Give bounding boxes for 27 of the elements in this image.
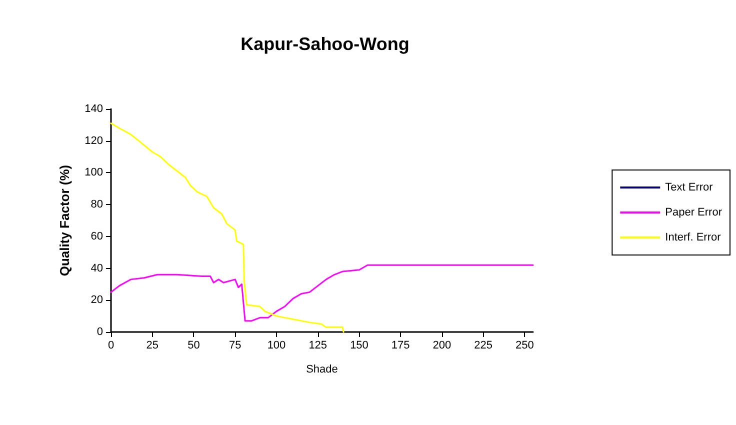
y-tick-label: 60	[90, 230, 103, 242]
x-tick-label: 50	[188, 340, 200, 352]
x-tick-label: 25	[146, 340, 158, 352]
x-tick-label: 200	[432, 340, 452, 352]
y-tick-label: 20	[90, 294, 103, 306]
x-tick-label: 125	[308, 340, 328, 352]
x-axis-title: Shade	[306, 364, 338, 376]
y-tick-label: 140	[84, 103, 103, 115]
y-axis-title: Quality Factor (%)	[57, 164, 72, 276]
chart-title: Kapur-Sahoo-Wong	[240, 34, 410, 54]
y-tick-label: 80	[90, 198, 103, 211]
y-tick-label: 40	[90, 262, 103, 274]
y-tick-label: 0	[96, 326, 103, 338]
y-tick-label: 100	[84, 166, 103, 179]
x-tick-label: 150	[350, 340, 368, 352]
x-tick-label: 100	[267, 340, 286, 352]
x-tick-label: 225	[474, 340, 493, 352]
x-tick-label: 250	[516, 340, 534, 352]
x-tick-label: 0	[108, 340, 114, 352]
line-series	[110, 122, 344, 333]
line-series	[110, 264, 534, 322]
x-tick-label: 175	[391, 340, 410, 352]
legend-label: Text Error	[665, 182, 714, 194]
x-tick-label: 75	[228, 340, 242, 352]
legend-label: Paper Error	[665, 206, 722, 218]
legend-label: Interf. Error	[665, 232, 722, 244]
y-tick-label: 120	[84, 134, 103, 147]
